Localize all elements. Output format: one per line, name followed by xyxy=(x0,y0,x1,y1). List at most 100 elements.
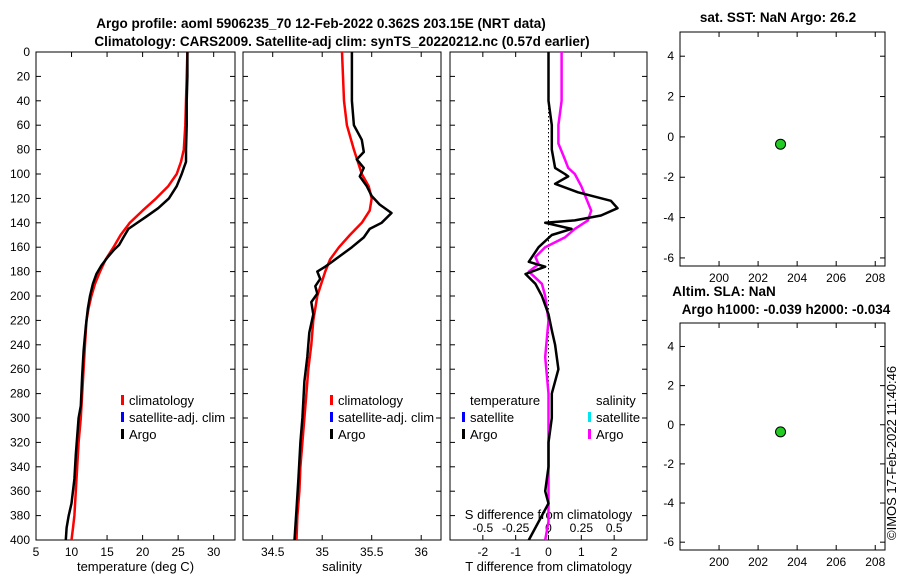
diff-legend-t-satellite-swatch xyxy=(462,412,465,422)
temp-y-tick-label: 320 xyxy=(10,435,30,449)
temp-legend-argo-swatch xyxy=(121,429,124,439)
temp-y-tick-label: 160 xyxy=(10,240,30,254)
sst-y-tick-label: -6 xyxy=(663,251,674,265)
diff-legend-t-argo-swatch xyxy=(462,429,465,439)
temp-y-tick-label: 360 xyxy=(10,484,30,498)
temp-legend-satellite-swatch xyxy=(121,412,124,422)
sal-x-tick-label: 36 xyxy=(415,545,429,559)
temp-legend-climatology-label: climatology xyxy=(129,393,195,408)
diff-t-argo-line xyxy=(524,52,619,541)
temp-legend-climatology-swatch xyxy=(121,395,124,405)
temp-y-tick-label: 220 xyxy=(10,313,30,327)
credit-text: ©IMOS 17-Feb-2022 11:40:46 xyxy=(884,366,899,540)
temp-y-tick-label: 260 xyxy=(10,362,30,376)
temp-y-tick-label: 60 xyxy=(17,118,31,132)
temp-y-tick-label: 120 xyxy=(10,191,30,205)
sla-y-tick-label: -4 xyxy=(663,496,674,510)
diff-x-tick-label: 1 xyxy=(578,545,585,559)
temp-x-axis-label: temperature (deg C) xyxy=(77,559,194,574)
diff-s-tick-label: 0 xyxy=(545,521,552,535)
temp-x-tick-label: 15 xyxy=(100,545,114,559)
diff-x-axis-label: T difference from climatology xyxy=(465,559,632,574)
title-line-2: Climatology: CARS2009. Satellite-adj cli… xyxy=(94,34,589,49)
sst-point xyxy=(775,138,787,150)
sal-argo-line xyxy=(293,52,393,541)
temp-legend-satellite-label: satellite-adj. clim xyxy=(129,410,225,425)
sla-panel-title-2: Argo h1000: -0.039 h2000: -0.034 xyxy=(682,302,891,317)
sst-y-tick-label: 2 xyxy=(667,90,674,104)
diff-legend-salinity-heading: salinity xyxy=(596,393,636,408)
sal-legend-argo-swatch xyxy=(330,429,333,439)
temp-x-tick-label: 25 xyxy=(171,545,185,559)
sal-legend-climatology-label: climatology xyxy=(338,393,404,408)
temp-legend-argo-label: Argo xyxy=(129,427,156,442)
sla-axes-frame xyxy=(679,322,886,551)
sst-x-tick-label: 206 xyxy=(826,271,846,285)
temp-y-tick-label: 400 xyxy=(10,533,30,547)
sla-point xyxy=(775,426,787,438)
temp-y-tick-label: 20 xyxy=(17,69,31,83)
temp-x-tick-label: 20 xyxy=(136,545,150,559)
sst-y-tick-label: 0 xyxy=(667,130,674,144)
sal-climatology-line xyxy=(295,51,373,541)
diff-legend-t-argo-label: Argo xyxy=(470,427,497,442)
diff-s-tick-label: -0.25 xyxy=(502,521,530,535)
diff-s-tick-label: -0.5 xyxy=(472,521,493,535)
sla-x-tick-label: 206 xyxy=(826,555,846,569)
sst-x-tick-label: 202 xyxy=(748,271,768,285)
sal-axes-frame xyxy=(242,51,442,541)
diff-s-tick-label: 0.25 xyxy=(570,521,594,535)
diff-legend-t-satellite-label: satellite xyxy=(470,410,514,425)
diff-legend-s-satellite-label: satellite xyxy=(596,410,640,425)
sla-panel-title-1: Altim. SLA: NaN xyxy=(672,284,776,299)
sla-y-tick-label: 0 xyxy=(667,418,674,432)
diff-legend-temperature-heading: temperature xyxy=(470,393,540,408)
temp-y-tick-label: 240 xyxy=(10,338,30,352)
sal-x-tick-label: 35.5 xyxy=(360,545,384,559)
sal-legend-satellite-label: satellite-adj. clim xyxy=(338,410,434,425)
diff-legend-s-satellite-swatch xyxy=(588,412,591,422)
temp-y-tick-label: 200 xyxy=(10,289,30,303)
temp-y-tick-label: 300 xyxy=(10,411,30,425)
sst-axes-frame xyxy=(679,31,886,267)
sal-x-axis-label: salinity xyxy=(322,559,362,574)
sst-y-tick-label: -2 xyxy=(663,170,674,184)
sal-legend-climatology-swatch xyxy=(330,395,333,405)
sla-x-tick-label: 204 xyxy=(787,555,807,569)
sal-legend-satellite-swatch xyxy=(330,412,333,422)
sal-legend-argo-label: Argo xyxy=(338,427,365,442)
sst-x-tick-label: 208 xyxy=(865,271,885,285)
sst-x-tick-label: 204 xyxy=(787,271,807,285)
temp-y-tick-label: 100 xyxy=(10,167,30,181)
diff-legend-s-argo-label: Argo xyxy=(596,427,623,442)
sla-y-tick-label: 4 xyxy=(667,339,674,353)
temp-y-tick-label: 340 xyxy=(10,460,30,474)
temp-y-tick-label: 280 xyxy=(10,387,30,401)
temp-x-tick-label: 30 xyxy=(207,545,221,559)
temp-argo-line xyxy=(64,52,189,541)
temp-y-tick-label: 0 xyxy=(23,45,30,59)
sst-y-tick-label: 4 xyxy=(667,49,674,63)
temp-y-tick-label: 380 xyxy=(10,509,30,523)
temp-axes-frame xyxy=(35,51,236,541)
sst-x-tick-label: 200 xyxy=(709,271,729,285)
temp-x-tick-label: 10 xyxy=(65,545,79,559)
sal-x-tick-label: 34.5 xyxy=(261,545,285,559)
temp-y-tick-label: 140 xyxy=(10,216,30,230)
temp-y-tick-label: 180 xyxy=(10,265,30,279)
diff-x-tick-label: -1 xyxy=(510,545,521,559)
temp-climatology-line xyxy=(70,51,189,541)
sal-x-tick-label: 35 xyxy=(316,545,330,559)
diff-x-tick-label: 2 xyxy=(611,545,618,559)
diff-s-argo-line xyxy=(527,52,593,541)
diff-x-tick-label: -2 xyxy=(477,545,488,559)
sla-y-tick-label: -6 xyxy=(663,535,674,549)
diff-x-tick-label: 0 xyxy=(545,545,552,559)
temp-x-tick-label: 5 xyxy=(33,545,40,559)
temp-y-tick-label: 80 xyxy=(17,143,31,157)
sst-y-tick-label: -4 xyxy=(663,211,674,225)
sla-y-tick-label: 2 xyxy=(667,379,674,393)
temp-y-tick-label: 40 xyxy=(17,94,31,108)
sla-x-tick-label: 200 xyxy=(709,555,729,569)
